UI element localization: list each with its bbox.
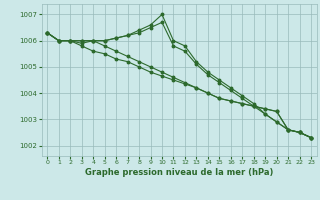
X-axis label: Graphe pression niveau de la mer (hPa): Graphe pression niveau de la mer (hPa) — [85, 168, 273, 177]
